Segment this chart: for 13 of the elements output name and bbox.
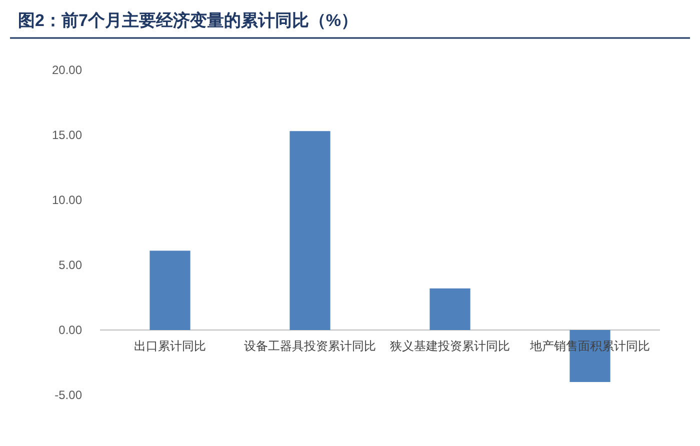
y-tick-label: -5.00 bbox=[54, 388, 82, 402]
chart-title: 图2：前7个月主要经济变量的累计同比（%） bbox=[18, 11, 358, 30]
bar bbox=[290, 131, 330, 330]
x-tick-label: 狭义基建投资累计同比 bbox=[390, 339, 510, 353]
y-tick-label: 5.00 bbox=[58, 258, 82, 272]
x-tick-label: 设备工器具投资累计同比 bbox=[244, 339, 376, 353]
y-tick-label: 15.00 bbox=[52, 128, 82, 142]
bar bbox=[430, 288, 470, 330]
x-tick-label: 出口累计同比 bbox=[134, 339, 206, 353]
y-tick-label: 0.00 bbox=[58, 323, 82, 337]
bar bbox=[150, 250, 190, 330]
y-tick-label: 20.00 bbox=[52, 63, 82, 77]
y-tick-label: 10.00 bbox=[52, 193, 82, 207]
